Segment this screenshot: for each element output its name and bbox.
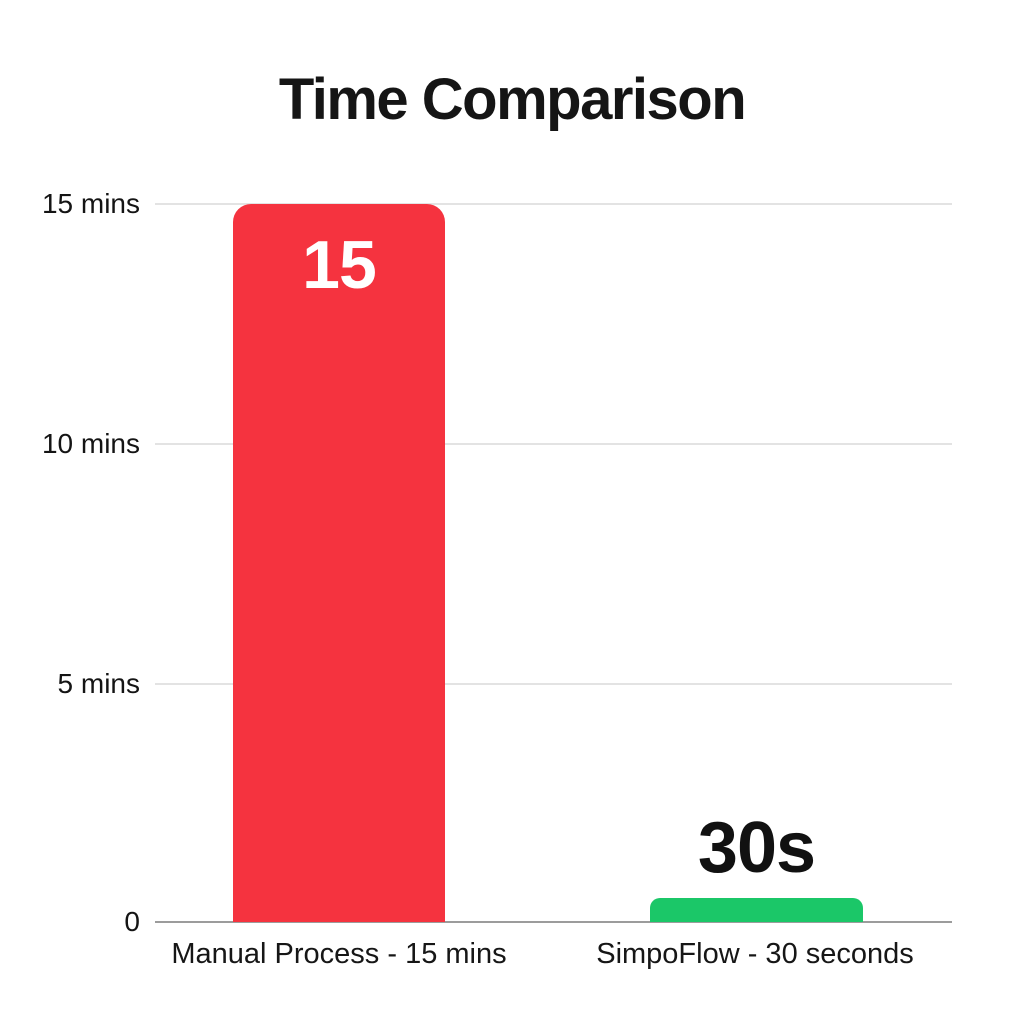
gridline-10-mins [155, 443, 952, 445]
y-tick-15-mins: 15 mins [41, 188, 140, 219]
chart-title: Time Comparison [278, 67, 747, 132]
bar-column-manual-process: 15 [233, 204, 445, 922]
x-label-manual-process: Manual Process - 15 mins [171, 938, 507, 970]
bar-value-manual-process: 15 [302, 227, 377, 303]
x-label-simpoflow: SimpoFlow - 30 seconds [596, 938, 914, 970]
bar-manual-process: 15 [233, 204, 445, 922]
y-tick-0: 0 [124, 906, 140, 937]
y-tick-10-mins: 10 mins [41, 428, 140, 459]
y-tick-5-mins: 5 mins [57, 668, 140, 699]
gridline-15-mins [155, 203, 952, 205]
x-axis-baseline [155, 921, 952, 923]
bar-column-simpoflow: 30s [650, 204, 863, 922]
bar-simpoflow [650, 898, 863, 922]
gridline-5-mins [155, 683, 952, 685]
bar-value-simpoflow: 30s [697, 808, 816, 888]
